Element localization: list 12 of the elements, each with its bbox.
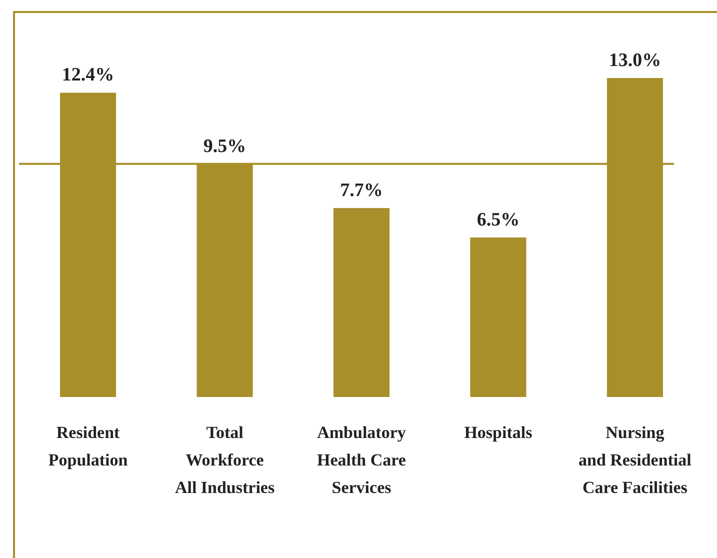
x-tick-label: Ambulatory Health Care Services	[317, 423, 406, 497]
bar	[470, 238, 526, 397]
x-tick-label: Hospitals	[464, 423, 533, 442]
data-label: 12.4%	[62, 64, 114, 86]
data-label: 6.5%	[476, 210, 520, 230]
x-tick-label: Resident Population	[48, 423, 128, 470]
x-tick-label: Total Workforce All Industries	[174, 423, 275, 497]
x-tick-label: Nursing and Residential Care Facilities	[578, 423, 692, 497]
data-label: 9.5%	[203, 136, 246, 157]
bar	[333, 208, 390, 397]
data-label: 13.0%	[608, 50, 662, 71]
data-label: 7.7%	[340, 180, 383, 202]
